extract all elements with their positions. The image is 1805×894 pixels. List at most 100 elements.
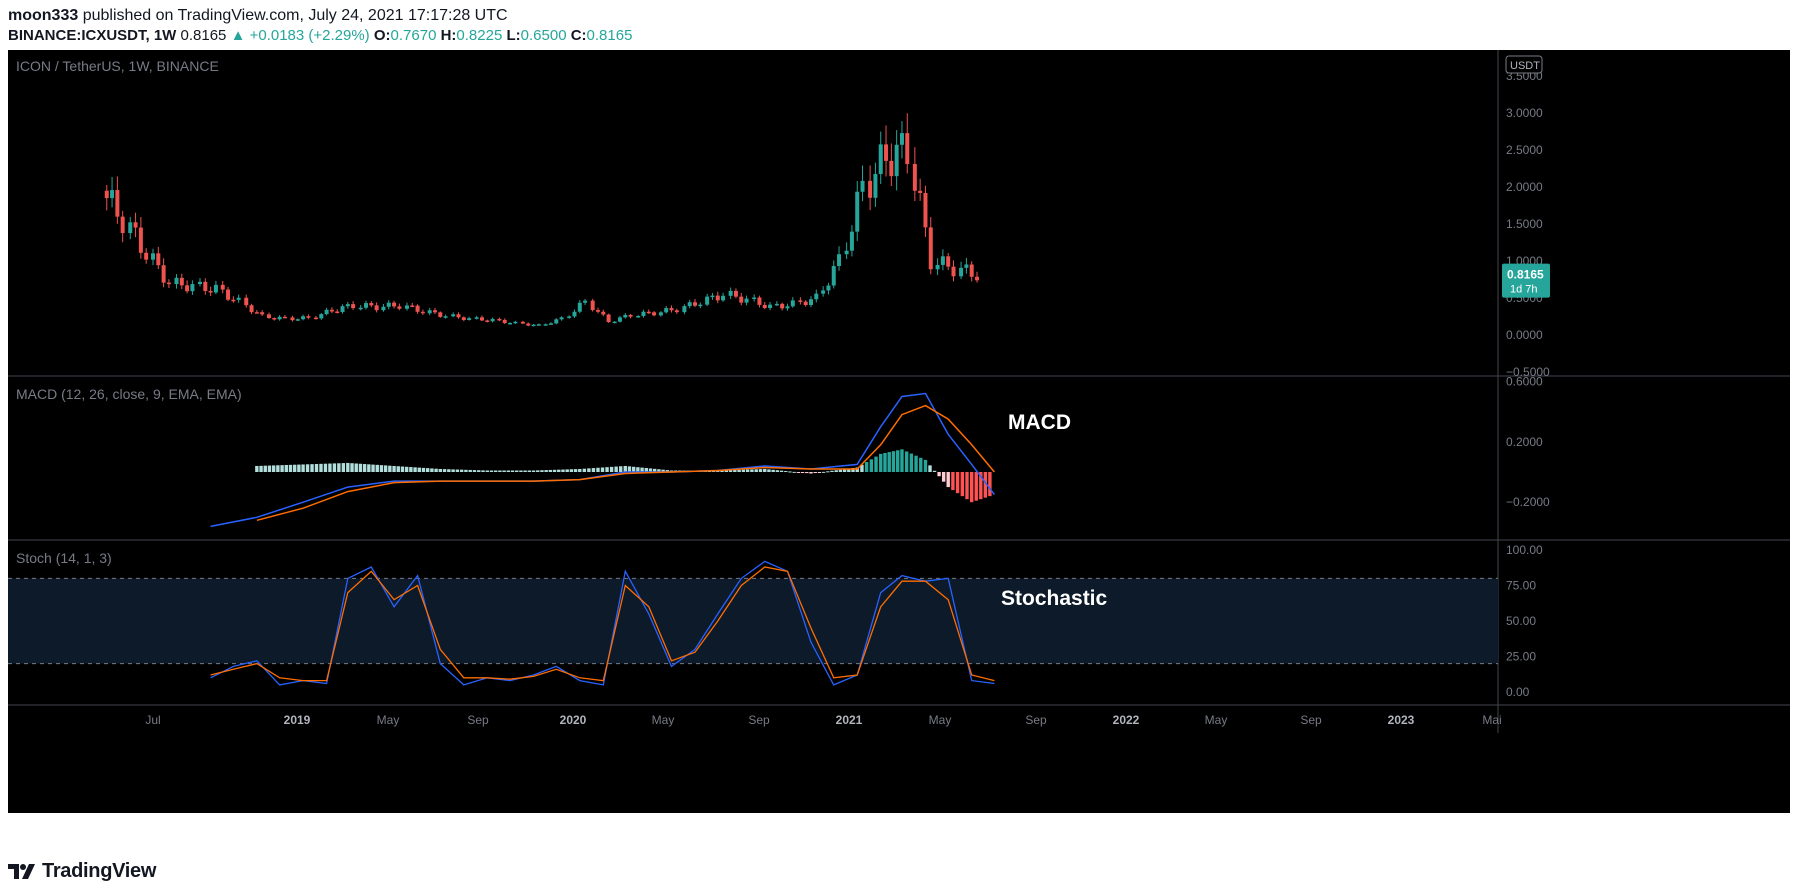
macd-histogram-bar — [928, 465, 932, 472]
macd-histogram-bar — [605, 467, 609, 472]
macd-histogram-bar — [337, 463, 341, 472]
candle-body — [404, 305, 409, 309]
candle-body — [144, 252, 149, 260]
candle-body — [313, 317, 318, 320]
macd-histogram-bar — [565, 469, 569, 472]
macd-histogram-bar — [314, 463, 319, 472]
candle-body — [554, 319, 559, 324]
macd-histogram-bar — [455, 469, 460, 472]
macd-histogram-bar — [494, 470, 498, 472]
tradingview-logo[interactable]: TradingView — [8, 858, 156, 884]
time-tick-label: Sep — [467, 713, 489, 727]
macd-histogram-bar — [851, 468, 855, 472]
macd-histogram-bar — [728, 470, 733, 472]
macd-histogram-bar — [319, 463, 323, 472]
macd-histogram-bar — [587, 468, 591, 472]
macd-histogram-bar — [946, 472, 950, 488]
macd-histogram-bar — [292, 464, 297, 472]
price-pane-title: ICON / TetherUS, 1W, BINANCE — [16, 58, 219, 74]
unit-badge-box — [1505, 55, 1543, 74]
stoch-d-line — [210, 566, 995, 682]
macd-histogram-bar — [561, 469, 565, 472]
macd-histogram-bar — [552, 469, 557, 472]
chart-canvas[interactable]: ICON / TetherUS, 1W, BINANCE 3.5000 3.0000… — [8, 50, 1790, 813]
macd-histogram-bar — [276, 465, 280, 472]
macd-histogram-bar — [396, 466, 400, 472]
candle-body — [583, 300, 588, 303]
macd-histogram-bar — [842, 469, 847, 472]
candle-body — [975, 276, 980, 281]
macd-histogram-bar — [341, 463, 346, 472]
last-price: 0.8165 — [180, 27, 227, 44]
candle-body — [319, 314, 324, 319]
macd-histogram-bar — [838, 469, 843, 472]
candle-body — [427, 310, 432, 314]
macd-histogram-bar — [379, 465, 384, 472]
candle-body — [272, 318, 277, 320]
macd-histogram-bar — [600, 467, 605, 472]
macd-histogram-bar — [758, 469, 763, 472]
macd-histogram-bar — [644, 468, 648, 472]
candle-body — [161, 265, 166, 283]
macd-histogram-bar — [573, 469, 578, 472]
candle-body — [664, 308, 669, 313]
macd-histogram-bar — [909, 453, 914, 472]
candle-body — [260, 312, 265, 315]
price-change: ▲ +0.0183 (+2.29%) — [230, 27, 370, 44]
candle-body — [335, 311, 340, 314]
candle-body — [814, 293, 819, 300]
macd-tick-label: 0.6000 — [1506, 374, 1543, 388]
macd-histogram-bar — [745, 469, 750, 472]
candle-body — [236, 297, 241, 300]
macd-histogram-bar — [821, 471, 826, 473]
macd-histogram-bar — [775, 470, 780, 472]
macd-histogram-bar — [477, 470, 481, 472]
macd-histogram-bar — [417, 467, 421, 472]
macd-histogram-bar — [259, 465, 263, 472]
macd-histogram-bar — [502, 470, 506, 472]
macd-histogram-bar — [464, 469, 468, 472]
candle-body — [705, 296, 710, 305]
price-tick-label: 3.0000 — [1506, 106, 1543, 120]
candle-body — [156, 253, 161, 266]
macd-histogram-bar — [459, 469, 464, 472]
candle-body — [410, 305, 415, 307]
price-tick-label: 2.0000 — [1506, 180, 1543, 194]
candle-body — [803, 301, 808, 306]
macd-histogram-bar — [724, 470, 728, 472]
macd-histogram-bar — [955, 472, 960, 494]
signal-line — [256, 404, 995, 522]
publish-info: published on TradingView.com, July 24, 2… — [82, 7, 508, 24]
macd-histogram-bar — [438, 468, 443, 472]
macd-histogram-bar — [792, 471, 796, 473]
macd-histogram-bar — [442, 469, 447, 472]
ohlc-line: BINANCE:ICXUSDT, 1W 0.8165 ▲ +0.0183 (+2… — [8, 26, 1788, 46]
author-name[interactable]: moon333 — [8, 7, 79, 24]
macd-histogram-bar — [741, 469, 746, 472]
macd-histogram-bar — [468, 469, 472, 472]
macd-histogram-bar — [582, 468, 587, 472]
macd-histogram-bar — [771, 469, 775, 472]
macd-histogram-bar — [669, 470, 674, 472]
macd-histogram-bar — [609, 466, 614, 472]
candle-body — [951, 266, 956, 277]
tradingview-logo-icon — [8, 864, 35, 879]
candle-body — [710, 295, 715, 298]
candle-body — [636, 316, 641, 318]
candle-body — [646, 311, 651, 314]
candle-body — [601, 311, 606, 315]
candle-body — [831, 266, 836, 286]
stoch-annotation: Stochastic — [1001, 587, 1108, 610]
chart-svg[interactable]: ICON / TetherUS, 1W, BINANCE3.50003.0000… — [8, 50, 1790, 813]
low-value: 0.6500 — [520, 27, 567, 44]
candle-body — [959, 267, 964, 277]
macd-histogram-bar — [904, 451, 909, 472]
candle-body — [548, 323, 553, 325]
macd-histogram-bar — [544, 470, 548, 472]
macd-histogram-bar — [879, 453, 883, 472]
macd-histogram-bar — [900, 449, 904, 472]
macd-pane-title: MACD (12, 26, close, 9, EMA, EMA) — [16, 386, 242, 402]
macd-histogram-bar — [631, 466, 636, 472]
candle-body — [687, 302, 692, 307]
last-price-label: 0.8165 — [1507, 268, 1544, 282]
